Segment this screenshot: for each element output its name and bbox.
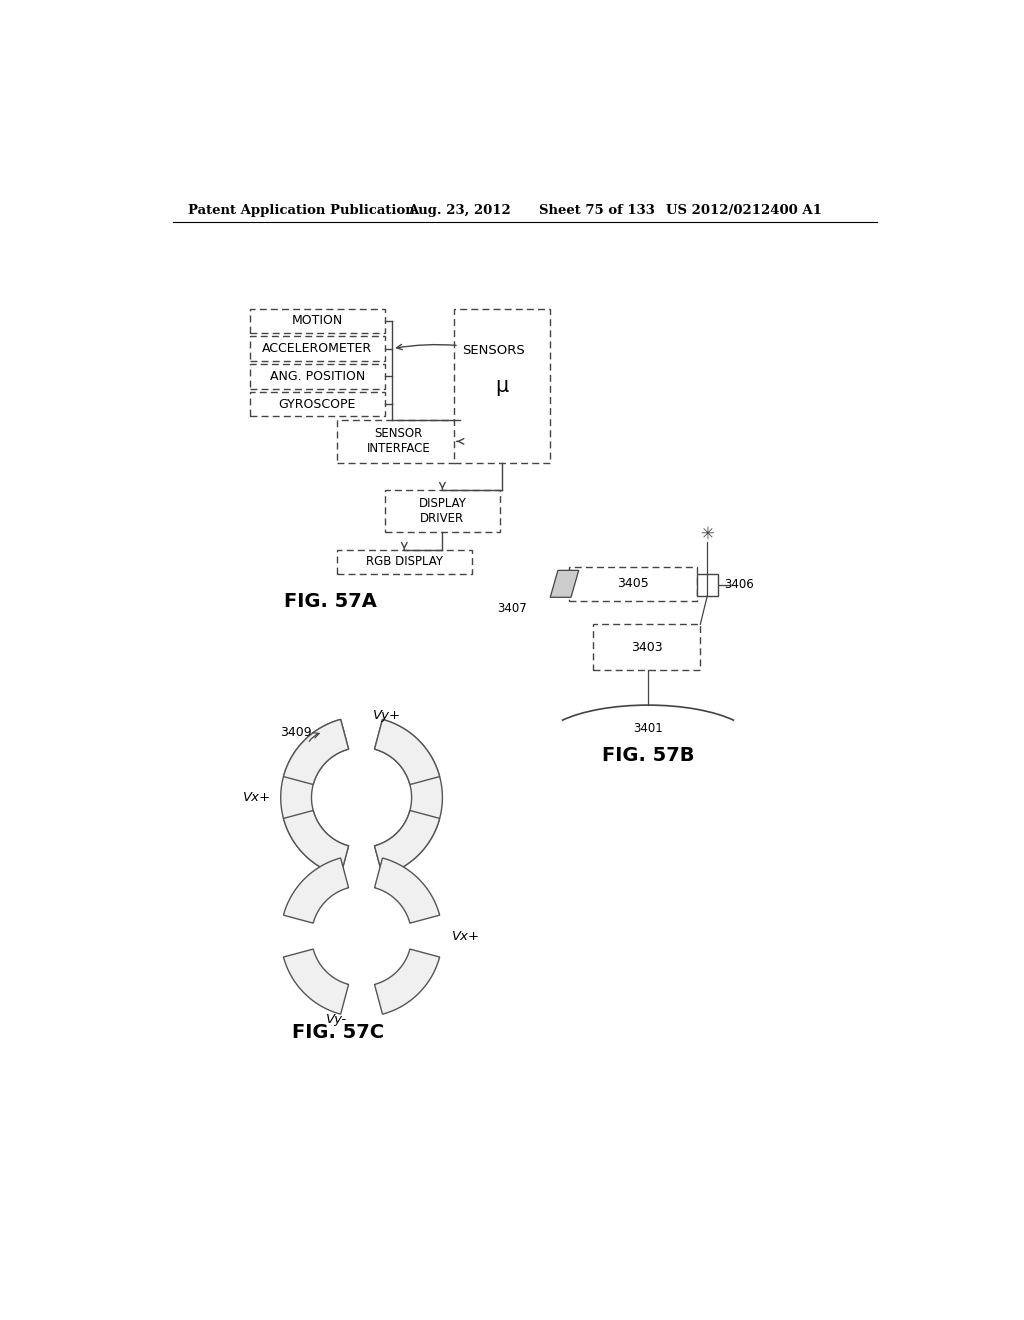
Text: Sheet 75 of 133: Sheet 75 of 133 [539,205,654,218]
Polygon shape [375,858,439,923]
Bar [454,309,550,462]
Polygon shape [550,570,579,598]
Text: Patent Application Publication: Patent Application Publication [188,205,415,218]
Text: ✳: ✳ [700,525,714,543]
Bar [569,566,696,601]
Bar [593,624,700,671]
Bar [250,364,385,388]
Polygon shape [284,719,348,784]
Text: 3401: 3401 [633,722,663,735]
Text: Vy+: Vy+ [373,709,400,722]
Text: ACCELEROMETER: ACCELEROMETER [262,342,373,355]
Bar [337,420,460,462]
Polygon shape [375,719,439,784]
Text: 3405: 3405 [617,577,649,590]
Text: 3409: 3409 [281,726,312,739]
Polygon shape [375,810,439,875]
Text: Vx+: Vx+ [452,929,480,942]
Bar [385,490,500,532]
Bar [250,309,385,333]
Text: Aug. 23, 2012: Aug. 23, 2012 [408,205,511,218]
Polygon shape [375,949,439,1014]
Text: FIG. 57C: FIG. 57C [293,1023,385,1041]
Bar [250,392,385,416]
Text: SENSOR
INTERFACE: SENSOR INTERFACE [367,428,430,455]
Text: 3407: 3407 [498,602,527,615]
Text: GYROSCOPE: GYROSCOPE [279,397,356,411]
Text: 3403: 3403 [631,640,663,653]
Text: US 2012/0212400 A1: US 2012/0212400 A1 [666,205,821,218]
Text: MOTION: MOTION [292,314,343,327]
Text: RGB DISPLAY: RGB DISPLAY [366,556,442,569]
Text: 3406: 3406 [724,578,754,591]
Polygon shape [284,949,348,1014]
Text: Vy-: Vy- [326,1014,347,1026]
Polygon shape [284,810,348,875]
Polygon shape [375,719,442,875]
Polygon shape [281,719,348,875]
Bar [337,549,472,574]
Bar [696,574,718,595]
Text: DISPLAY
DRIVER: DISPLAY DRIVER [419,496,466,524]
Text: SENSORS: SENSORS [396,345,524,358]
Text: Vx+: Vx+ [244,791,271,804]
Bar [250,337,385,360]
Polygon shape [284,858,348,923]
Text: FIG. 57B: FIG. 57B [602,746,694,764]
Text: μ: μ [496,376,509,396]
Text: FIG. 57A: FIG. 57A [285,591,377,611]
Text: ANG. POSITION: ANG. POSITION [269,370,365,383]
